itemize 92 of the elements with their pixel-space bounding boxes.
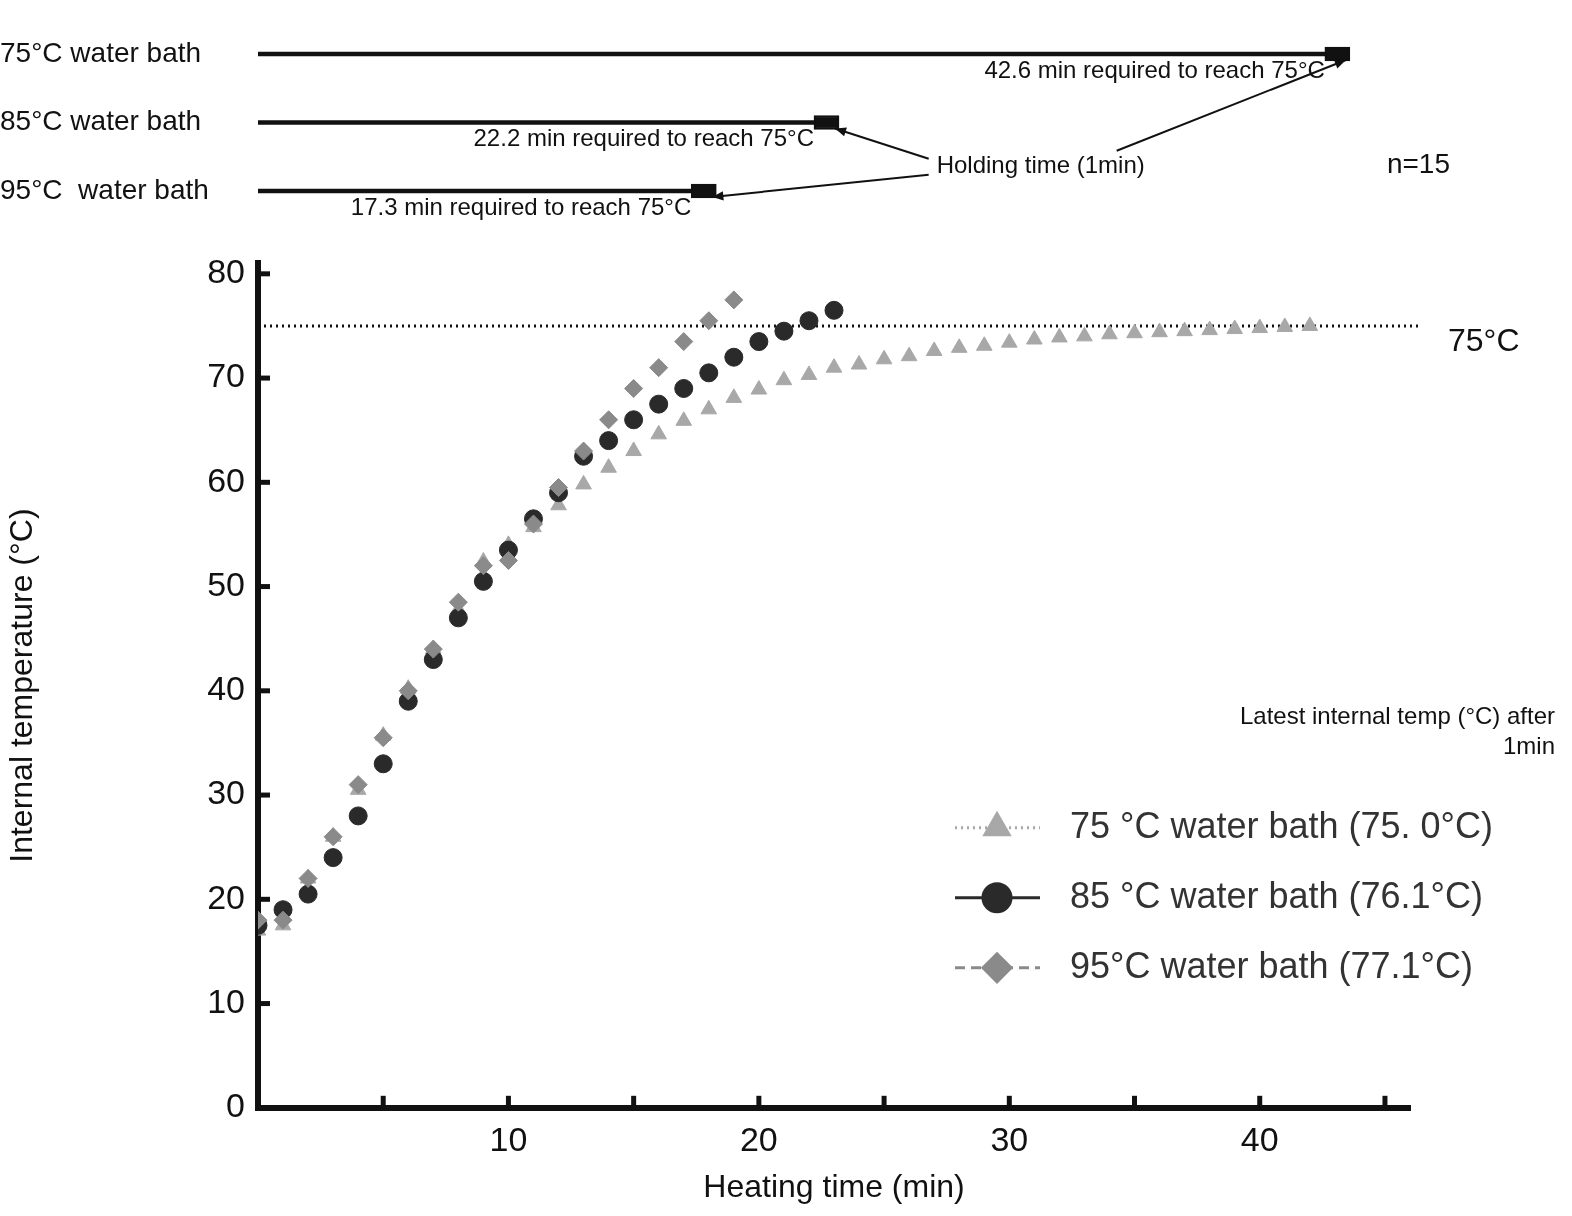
point — [448, 608, 468, 628]
y-tick-label: 0 — [226, 1086, 245, 1125]
point — [498, 551, 518, 570]
point — [925, 341, 943, 356]
point — [1276, 317, 1294, 332]
x-tick-label: 20 — [739, 1119, 778, 1158]
point — [599, 431, 619, 451]
y-tick-label: 70 — [207, 356, 245, 395]
y-axis-title: Internal temperature (°C) — [3, 508, 40, 863]
point — [1176, 321, 1193, 337]
point — [824, 300, 844, 320]
point — [1151, 322, 1168, 338]
point — [1101, 324, 1118, 340]
point — [1226, 319, 1243, 335]
point — [1051, 327, 1068, 343]
point — [600, 458, 617, 473]
y-tick-label: 95°C water bath — [0, 173, 209, 205]
point — [725, 388, 743, 403]
point — [799, 311, 819, 331]
point — [724, 347, 744, 367]
ref-line-label: 75°C — [1448, 321, 1520, 358]
legend-label: 95°C water bath (77.1°C) — [1070, 944, 1473, 986]
y-tick-label: 20 — [207, 877, 245, 916]
point — [1301, 316, 1319, 331]
point — [674, 332, 694, 352]
legend-label: 85 °C water bath (76.1°C) — [1070, 874, 1483, 916]
point — [724, 290, 744, 310]
point — [1026, 330, 1043, 345]
y-tick-label: 80 — [207, 252, 245, 291]
point — [625, 441, 642, 457]
data-label: 42.6 min required to reach 75°C — [984, 55, 1325, 83]
point — [348, 806, 368, 826]
point — [323, 827, 343, 847]
legend-title: Latest internal temp (°C) after 1min — [1239, 702, 1555, 760]
point — [323, 848, 343, 868]
point — [624, 379, 644, 398]
data-label: 17.3 min required to reach 75°C — [350, 192, 692, 220]
text: n=15 — [1386, 147, 1450, 179]
point — [1201, 320, 1218, 336]
y-tick-label: 30 — [207, 773, 245, 812]
point — [373, 728, 393, 748]
y-tick-label: 60 — [207, 460, 245, 499]
y-tick-label: 10 — [207, 981, 245, 1020]
point — [750, 380, 768, 395]
y-tick-label: 40 — [207, 669, 245, 708]
point — [649, 358, 669, 378]
point — [850, 355, 868, 370]
point — [1251, 318, 1269, 334]
point — [775, 370, 793, 386]
point — [549, 478, 569, 498]
point — [650, 424, 667, 440]
point — [599, 410, 619, 430]
point — [699, 311, 719, 331]
point — [348, 775, 368, 795]
x-tick-label: 40 — [1240, 1119, 1279, 1158]
x-tick-label: 30 — [990, 1119, 1029, 1158]
point — [675, 411, 693, 426]
point — [800, 365, 818, 380]
point — [749, 332, 769, 352]
point — [1001, 333, 1018, 348]
point — [448, 592, 468, 612]
point — [575, 474, 592, 490]
y-tick-label: 75°C water bath — [0, 36, 202, 68]
y-tick-label: 85°C water bath — [0, 105, 202, 137]
text: Holding time (1min) — [936, 151, 1145, 179]
point — [700, 399, 718, 415]
point — [473, 571, 493, 591]
point — [875, 349, 893, 365]
point — [624, 410, 644, 430]
point — [649, 394, 669, 414]
point — [473, 556, 493, 576]
data-label: 22.2 min required to reach 75°C — [473, 124, 814, 152]
point — [1076, 326, 1093, 342]
point — [699, 363, 719, 383]
point — [423, 639, 443, 659]
point — [298, 884, 318, 904]
point — [975, 336, 993, 351]
point — [273, 910, 293, 930]
point — [774, 321, 794, 341]
x-tick-label: 10 — [489, 1119, 528, 1158]
point — [373, 754, 393, 774]
point — [298, 868, 318, 888]
point — [674, 379, 694, 398]
x-axis-title: Heating time (min) — [703, 1167, 965, 1204]
point — [900, 346, 918, 362]
point — [950, 338, 968, 353]
point — [574, 441, 594, 461]
legend-label: 75 °C water bath (75. 0°C) — [1070, 804, 1493, 846]
y-tick-label: 50 — [207, 564, 245, 603]
point — [825, 358, 843, 373]
point — [1126, 323, 1143, 339]
point — [398, 681, 418, 701]
